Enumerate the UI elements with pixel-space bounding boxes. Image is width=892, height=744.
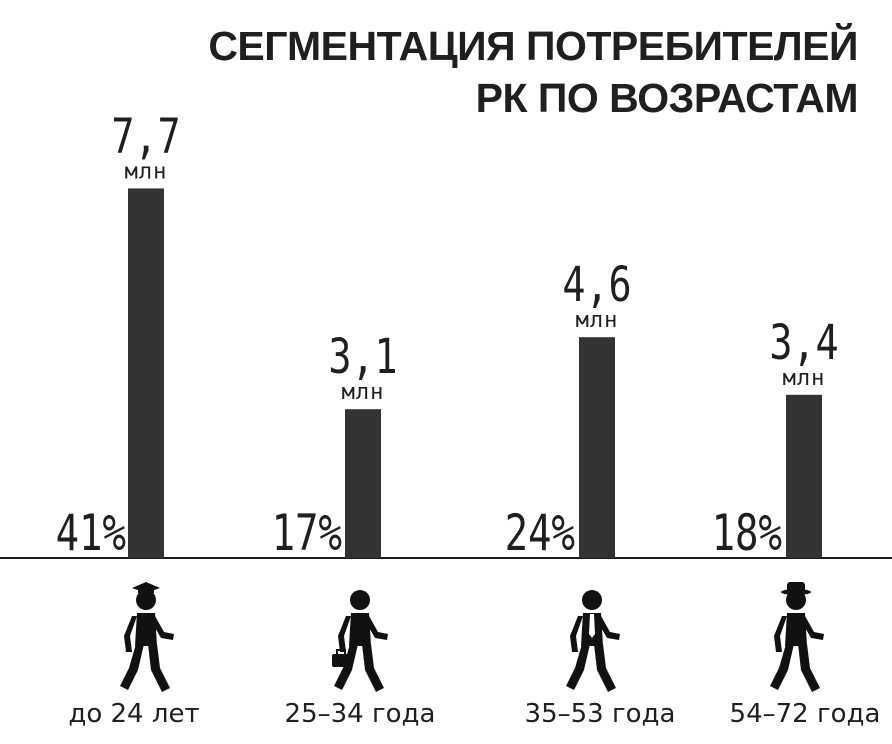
value-unit-label: млн xyxy=(125,159,168,184)
arm-back xyxy=(570,616,583,652)
leg-front xyxy=(148,644,170,692)
arm-back xyxy=(338,616,351,652)
graduate-walking-icon xyxy=(120,582,174,692)
percent-label: 17% xyxy=(272,503,342,562)
man-in-tie-icon xyxy=(566,590,620,692)
shirt-tie xyxy=(589,614,595,638)
leg-front xyxy=(798,644,820,692)
leg-front xyxy=(362,644,384,692)
category-label: 54–72 года xyxy=(730,699,881,729)
torso xyxy=(349,613,371,646)
hat-crown xyxy=(787,582,805,592)
elderly-man-with-hat-icon xyxy=(770,582,824,692)
arm-front xyxy=(803,616,824,640)
category-label: 25–34 года xyxy=(285,699,436,729)
value-unit-label: млн xyxy=(783,366,826,391)
torso xyxy=(785,613,807,646)
businessman-with-briefcase-icon xyxy=(332,590,388,692)
value-label: 7,7 xyxy=(111,109,180,164)
value-label: 4,6 xyxy=(562,258,631,313)
head xyxy=(136,590,156,610)
bar xyxy=(786,394,822,558)
value-unit-label: млн xyxy=(576,308,619,333)
bar xyxy=(128,188,164,558)
leg-back xyxy=(566,644,590,690)
bar xyxy=(345,409,381,558)
percent-label: 18% xyxy=(712,503,782,562)
chart-title-line1: СЕГМЕНТАЦИЯ ПОТРЕБИТЕЛЕЙ xyxy=(208,23,858,69)
bar xyxy=(579,337,615,558)
head xyxy=(786,590,806,610)
cap-base xyxy=(138,588,154,593)
arm-back xyxy=(124,616,137,652)
briefcase xyxy=(332,654,350,667)
percent-label: 41% xyxy=(56,503,126,562)
head xyxy=(582,590,602,610)
arm-front xyxy=(367,616,388,640)
arm-back xyxy=(774,616,787,652)
arm-front xyxy=(153,616,174,640)
briefcase-handle xyxy=(336,649,346,654)
category-label: 35–53 года xyxy=(525,699,676,729)
value-label: 3,1 xyxy=(328,330,397,385)
torso xyxy=(135,613,157,646)
value-label: 3,4 xyxy=(769,316,838,371)
percent-label: 24% xyxy=(505,503,575,562)
value-unit-label: млн xyxy=(342,380,385,405)
head xyxy=(350,590,370,610)
leg-back xyxy=(120,644,144,690)
leg-back xyxy=(770,644,794,690)
chart-title-line2: РК ПО ВОЗРАСТАМ xyxy=(475,75,859,121)
leg-front xyxy=(594,644,616,692)
arm-front xyxy=(599,616,620,640)
category-label: до 24 лет xyxy=(68,699,199,729)
